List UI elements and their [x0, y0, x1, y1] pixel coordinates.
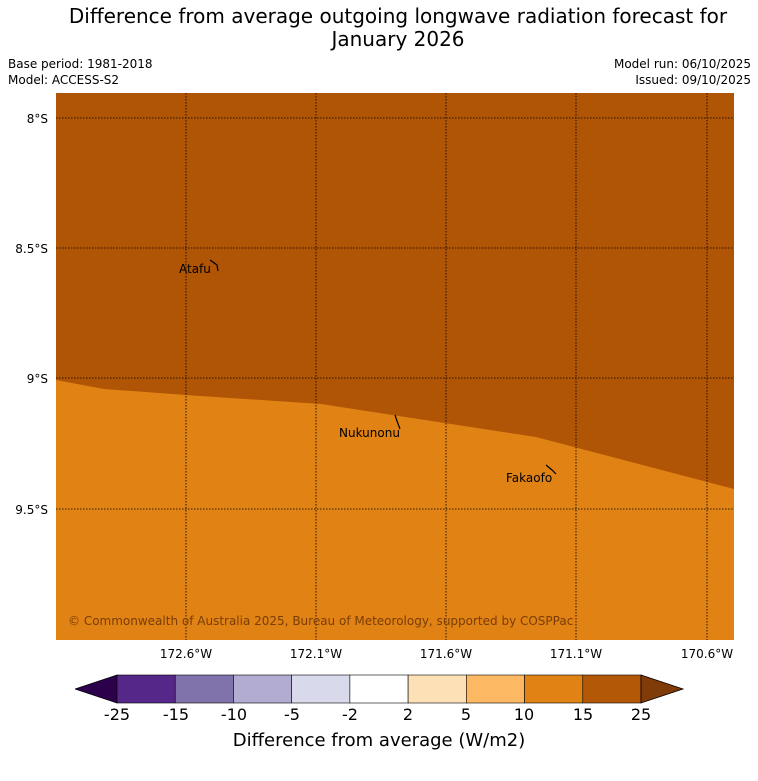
colorbar-tick-neg25: -25 [103, 705, 131, 724]
colorbar-tick-neg15: -15 [162, 705, 190, 724]
copyright-notice: © Commonwealth of Australia 2025, Bureau… [68, 614, 574, 628]
lat-label-9: 9°S [26, 372, 48, 386]
base-period: Base period: 1981-2018 [8, 57, 153, 71]
lon-label-170-6: 170.6°W [680, 647, 734, 661]
colorbar-segment-2 [233, 674, 292, 704]
colorbar-tick-neg5: -5 [284, 705, 300, 724]
map-svg [56, 93, 734, 640]
colorbar-label: Difference from average (W/m2) [232, 730, 526, 751]
title-line-1: Difference from average outgoing longwav… [68, 4, 728, 28]
colorbar-segments [116, 674, 642, 704]
colorbar-tick-2: 2 [402, 705, 414, 724]
lat-label-8-5: 8.5°S [15, 242, 48, 256]
colorbar-tick-25: 25 [630, 705, 652, 724]
model-name: Model: ACCESS-S2 [8, 73, 120, 87]
issued-date: Issued: 09/10/2025 [635, 73, 751, 87]
colorbar-segment-7 [524, 674, 584, 704]
map-panel [56, 93, 734, 640]
colorbar-over-triangle [640, 674, 685, 704]
colorbar-segment-8 [582, 674, 642, 704]
colorbar-segment-3 [291, 674, 351, 704]
lon-label-172-6: 172.6°W [159, 647, 213, 661]
meta-right: Model run: 06/10/2025 Issued: 09/10/2025 [614, 56, 751, 88]
colorbar-tick-neg2: -2 [342, 705, 358, 724]
colorbar-segment-4 [349, 674, 409, 704]
place-fakaofo: Fakaofo [506, 471, 553, 485]
region-15-to-25 [56, 93, 734, 489]
colorbar-tick-5: 5 [460, 705, 472, 724]
colorbar-under-triangle [75, 674, 118, 704]
colorbar-segment-6 [466, 674, 525, 704]
model-run: Model run: 06/10/2025 [613, 57, 751, 71]
colorbar-tick-neg10: -10 [220, 705, 248, 724]
atafu-atoll [209, 259, 219, 272]
lon-label-172-1: 172.1°W [289, 647, 343, 661]
meta-left: Base period: 1981-2018 Model: ACCESS-S2 [8, 56, 153, 88]
place-atafu: Atafu [179, 262, 211, 276]
lat-label-9-5: 9.5°S [15, 503, 48, 517]
map-title: Difference from average outgoing longwav… [0, 5, 758, 51]
lat-label-8: 8°S [26, 112, 48, 126]
lon-label-171-1: 171.1°W [549, 647, 603, 661]
colorbar-tick-15: 15 [572, 705, 594, 724]
colorbar-segment-1 [174, 674, 234, 704]
graticule [56, 93, 734, 640]
colorbar-tick-10: 10 [513, 705, 535, 724]
colorbar-segment-5 [407, 674, 467, 704]
nukunonu-atoll [394, 414, 401, 430]
title-line-2: January 2026 [331, 27, 465, 51]
colorbar [75, 674, 685, 704]
place-nukunonu: Nukunonu [339, 426, 400, 440]
fakaofo-atoll [545, 464, 557, 475]
island-outlines [209, 259, 557, 475]
lon-label-171-6: 171.6°W [419, 647, 473, 661]
colorbar-segment-0 [116, 674, 176, 704]
